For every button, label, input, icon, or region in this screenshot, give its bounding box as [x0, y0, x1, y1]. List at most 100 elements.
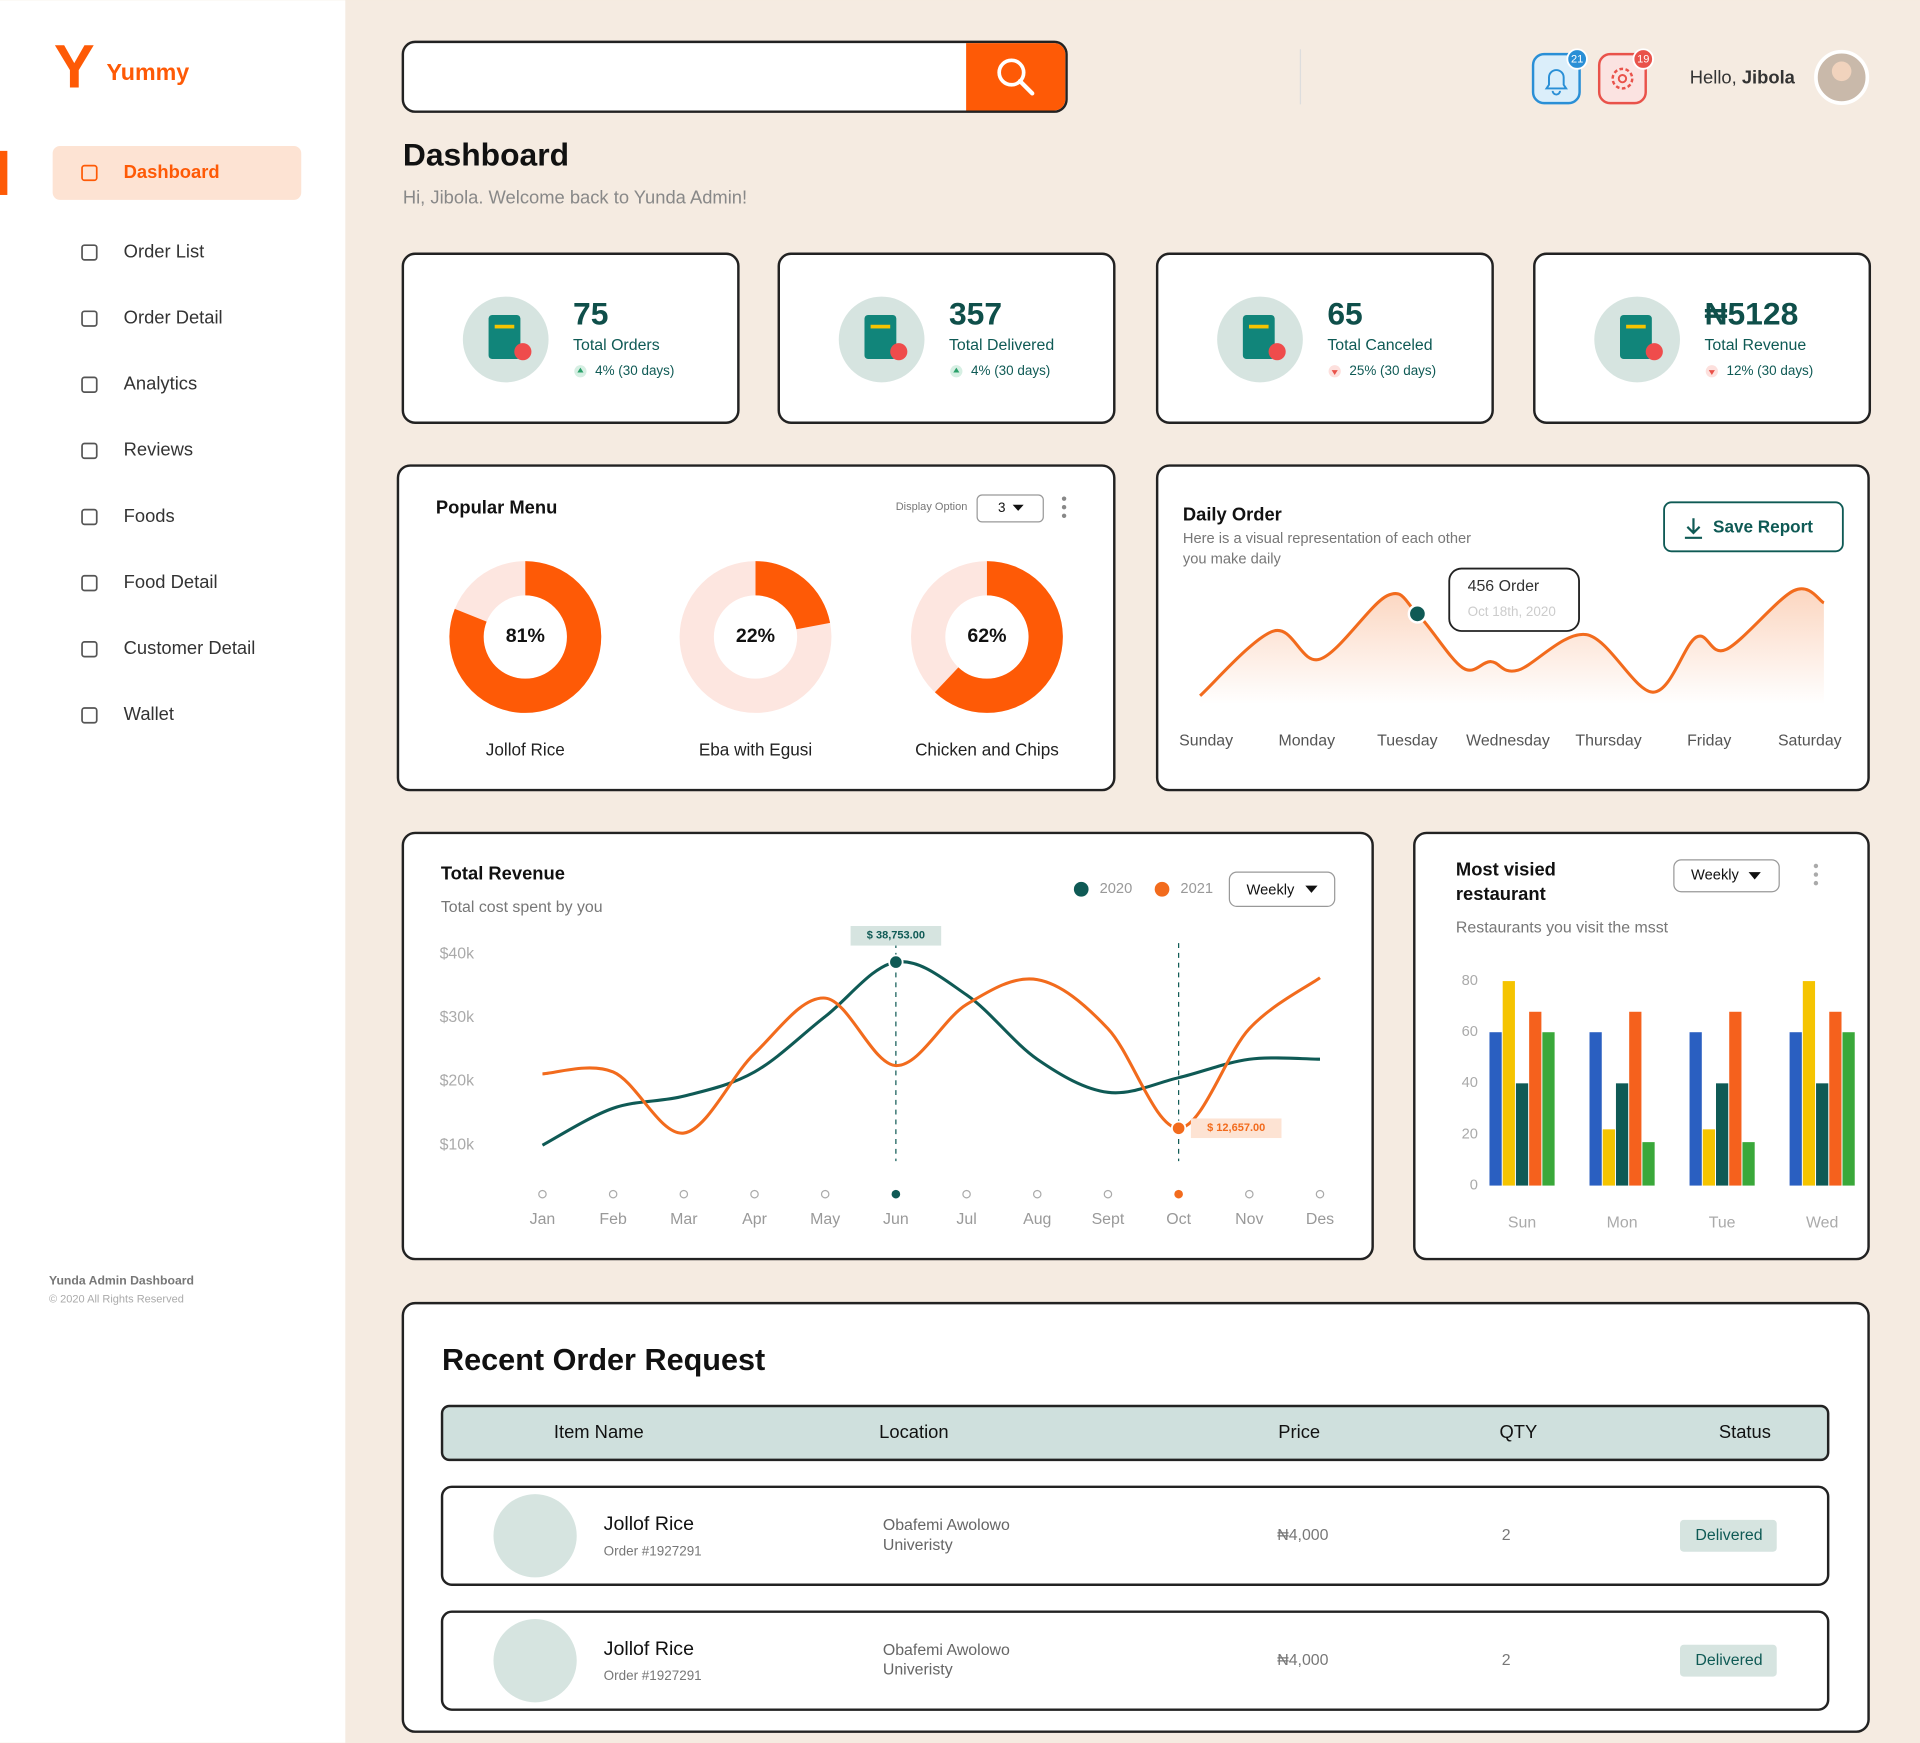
location: Obafemi Awolowo	[883, 1517, 1010, 1534]
x-tick-label: Sunday	[1179, 732, 1233, 749]
table-row[interactable]	[440, 1485, 1830, 1586]
card-title: Daily Order	[1183, 504, 1282, 525]
trend-arrow	[1708, 370, 1715, 375]
highlight-point	[1407, 604, 1428, 624]
donut-arc	[911, 561, 1063, 713]
greeting-text: Hello,	[1690, 66, 1737, 87]
tooltip-date: Oct 18th, 2020	[1468, 604, 1556, 619]
stat-change: 4% (30 days)	[595, 363, 674, 378]
section-title: Recent Order Request	[442, 1343, 765, 1377]
month-dot	[750, 1189, 759, 1199]
donut-center	[484, 596, 566, 678]
table-row[interactable]	[440, 1610, 1830, 1711]
dropdown[interactable]	[976, 494, 1044, 523]
search-button[interactable]	[966, 43, 1066, 111]
bar	[1615, 1083, 1629, 1186]
save-report-button[interactable]	[1663, 501, 1844, 553]
card-subtitle: Restaurants you visit the msst	[1456, 920, 1669, 937]
line	[541, 960, 1321, 1147]
user-name: Jibola	[1742, 66, 1796, 87]
stat-value: 75	[573, 296, 608, 332]
y-tick-label: $40k	[440, 945, 475, 962]
download-icon	[1684, 518, 1703, 539]
y-tick-label: $20k	[440, 1073, 475, 1090]
dropdown-value: Weekly	[1691, 868, 1740, 884]
nav-icon	[81, 574, 98, 592]
dropdown[interactable]	[1228, 871, 1336, 908]
stat-icon-badge	[1645, 343, 1663, 361]
stat-label: Total Orders	[573, 337, 660, 354]
brand: Yummy	[107, 59, 190, 85]
column-header: Item Name	[554, 1421, 644, 1442]
dropdown-label: Display Option	[896, 501, 968, 513]
page-title: Dashboard	[403, 136, 569, 172]
bar	[1502, 981, 1515, 1186]
month-dot	[1315, 1189, 1325, 1199]
dropdown-value: 3	[998, 500, 1005, 515]
stat-card	[1155, 252, 1494, 424]
x-tick-label: Friday	[1687, 732, 1731, 749]
bar	[1629, 1011, 1642, 1186]
logo: Y	[54, 32, 95, 100]
greeting: Hello, Jibola	[1690, 66, 1796, 87]
area	[1200, 588, 1824, 705]
stat-label: Total Delivered	[949, 337, 1054, 354]
settings-button[interactable]	[1597, 52, 1647, 105]
x-tick-label: Jul	[956, 1211, 976, 1228]
tooltip	[1448, 567, 1580, 632]
dropdown[interactable]	[1673, 859, 1780, 893]
qty: 2	[1502, 1527, 1511, 1544]
y-tick-label: 80	[1462, 973, 1478, 989]
item-name: Jollof Rice	[604, 1638, 694, 1660]
bar	[1689, 1032, 1702, 1186]
search-box[interactable]	[401, 40, 1068, 113]
nav-active-bg[interactable]	[52, 145, 302, 200]
legend-label: 2020	[1100, 881, 1133, 897]
card-title: Most visied	[1456, 859, 1556, 880]
search-icon	[997, 58, 1026, 87]
x-tick-label: Aug	[1023, 1211, 1051, 1228]
month-dot	[538, 1189, 547, 1199]
location: Obafemi Awolowo	[883, 1642, 1010, 1659]
nav-item: Food Detail	[124, 571, 218, 592]
month-dot	[1103, 1189, 1113, 1199]
nav-item: Customer Detail	[124, 637, 256, 658]
badge-count: 19	[1637, 54, 1649, 66]
card-title: Total Revenue	[441, 862, 565, 883]
value-label: $ 38,753.00	[867, 930, 925, 942]
x-tick-label: Monday	[1278, 732, 1335, 749]
stat-icon	[870, 324, 891, 329]
y-tick-label: 40	[1462, 1075, 1478, 1091]
y-tick-label: $30k	[440, 1009, 475, 1026]
x-tick-label: Saturday	[1778, 732, 1842, 749]
price: ₦4,000	[1277, 1527, 1328, 1544]
active-indicator	[0, 150, 8, 195]
bar	[1589, 1032, 1602, 1186]
x-tick-label: Thursday	[1575, 732, 1641, 749]
x-tick-label: Apr	[742, 1211, 767, 1228]
nav-icon	[81, 707, 98, 724]
line	[1199, 587, 1825, 697]
stat-icon	[1626, 324, 1646, 329]
y-tick-label: $10k	[440, 1136, 475, 1153]
notification-button[interactable]	[1531, 52, 1581, 105]
status-badge	[1680, 1519, 1777, 1552]
nav-item: Reviews	[124, 439, 193, 460]
location: Univeristy	[883, 1662, 953, 1679]
column-header: QTY	[1499, 1421, 1537, 1442]
trend-arrow	[953, 367, 960, 373]
y-tick-label: 0	[1470, 1177, 1478, 1193]
location: Univeristy	[883, 1537, 953, 1554]
avatar-face	[1831, 61, 1852, 82]
month-dot	[608, 1189, 618, 1199]
nav-item: Analytics	[124, 373, 197, 394]
nav-item: Order List	[124, 240, 205, 261]
nav-icon	[81, 244, 98, 261]
month-dot	[1245, 1189, 1254, 1199]
bar	[1642, 1142, 1655, 1186]
highlight-point	[888, 954, 904, 970]
value-label-bg	[850, 925, 942, 946]
stat-icon-badge	[890, 343, 908, 361]
item-image	[493, 1494, 577, 1578]
nav-icon	[81, 164, 98, 182]
